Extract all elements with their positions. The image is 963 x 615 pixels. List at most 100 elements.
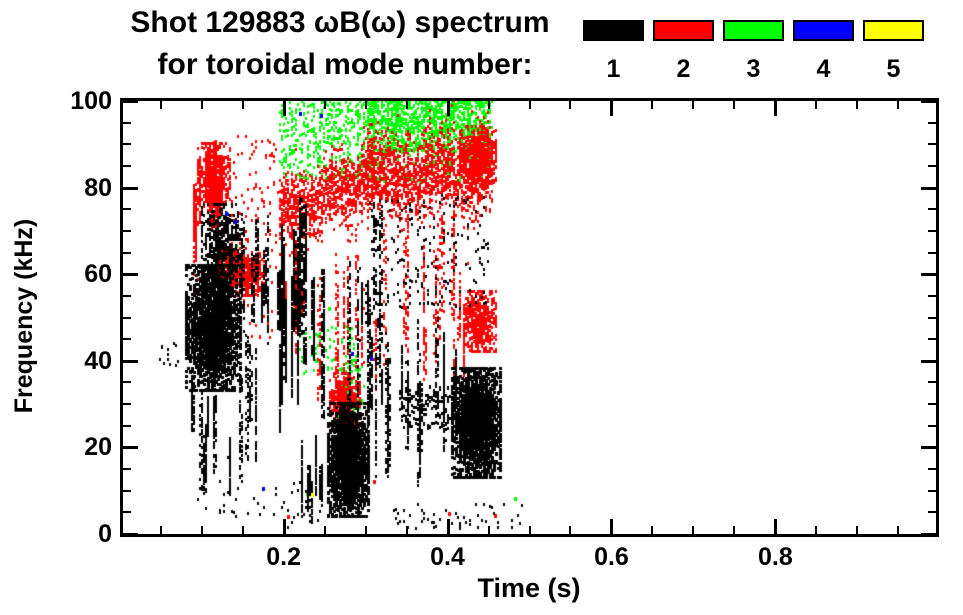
x-major-tick-top <box>610 101 613 116</box>
y-minor-tick-right <box>928 403 936 405</box>
x-minor-tick <box>815 526 817 534</box>
x-major-tick <box>283 519 286 534</box>
y-tick-label: 0 <box>98 520 112 548</box>
legend-swatch-mode-2 <box>653 20 714 41</box>
y-minor-tick <box>123 252 131 254</box>
legend-label-mode-5: 5 <box>886 55 901 83</box>
legend-label-mode-3: 3 <box>746 55 761 83</box>
x-minor-tick-top <box>569 101 571 109</box>
x-minor-tick <box>692 526 694 534</box>
y-minor-tick <box>123 230 131 232</box>
y-major-tick-right <box>921 360 936 363</box>
y-minor-tick-right <box>928 165 936 167</box>
x-minor-tick <box>733 526 735 534</box>
x-major-tick-top <box>447 101 450 116</box>
x-minor-tick-top <box>692 101 694 109</box>
y-minor-tick-right <box>928 490 936 492</box>
y-tick-label: 20 <box>84 433 112 462</box>
legend-label-mode-1: 1 <box>606 55 621 83</box>
y-minor-tick-right <box>928 295 936 297</box>
y-axis-label: Frequency (kHz) <box>10 218 38 414</box>
y-minor-tick-right <box>928 122 936 124</box>
y-minor-tick <box>123 122 131 124</box>
y-minor-tick <box>123 208 131 210</box>
y-minor-tick <box>123 490 131 492</box>
x-minor-tick <box>651 526 653 534</box>
x-minor-tick-top <box>201 101 203 109</box>
y-minor-tick <box>123 295 131 297</box>
y-minor-tick-right <box>928 317 936 319</box>
scatter-canvas <box>123 101 936 534</box>
y-minor-tick <box>123 165 131 167</box>
x-minor-tick-top <box>160 101 162 109</box>
y-minor-tick-right <box>928 338 936 340</box>
legend-swatch-mode-4 <box>793 20 854 41</box>
x-major-tick <box>774 519 777 534</box>
y-minor-tick-right <box>928 252 936 254</box>
y-minor-tick <box>123 143 131 145</box>
x-tick-label: 0.4 <box>430 543 465 571</box>
legend-swatch-mode-3 <box>723 20 784 41</box>
y-major-tick-right <box>921 533 936 536</box>
y-major-tick-right <box>921 273 936 276</box>
x-minor-tick-top <box>856 101 858 109</box>
y-minor-tick-right <box>928 208 936 210</box>
x-minor-tick-top <box>651 101 653 109</box>
x-minor-tick-top <box>815 101 817 109</box>
y-major-tick <box>123 533 138 536</box>
y-minor-tick-right <box>928 425 936 427</box>
mode-legend-labels: 1 2 3 4 5 <box>583 55 924 84</box>
y-major-tick-right <box>921 100 936 103</box>
x-major-tick-top <box>283 101 286 116</box>
x-major-tick-top <box>774 101 777 116</box>
x-minor-tick-top <box>242 101 244 109</box>
y-minor-tick-right <box>928 230 936 232</box>
x-tick-label: 0.6 <box>594 543 629 571</box>
x-minor-tick <box>856 526 858 534</box>
x-minor-tick <box>365 526 367 534</box>
y-minor-tick <box>123 511 131 513</box>
x-minor-tick-top <box>365 101 367 109</box>
x-minor-tick <box>569 526 571 534</box>
y-major-tick-right <box>921 446 936 449</box>
legend-swatch-mode-5 <box>863 20 924 41</box>
y-minor-tick-right <box>928 381 936 383</box>
y-major-tick <box>123 187 138 190</box>
x-minor-tick <box>242 526 244 534</box>
mode-legend <box>583 20 924 41</box>
y-minor-tick <box>123 403 131 405</box>
y-tick-label: 60 <box>84 260 112 289</box>
x-major-tick <box>447 519 450 534</box>
y-minor-tick <box>123 425 131 427</box>
x-minor-tick-top <box>529 101 531 109</box>
y-major-tick <box>123 446 138 449</box>
y-minor-tick <box>123 381 131 383</box>
x-minor-tick <box>324 526 326 534</box>
x-minor-tick <box>406 526 408 534</box>
x-minor-tick <box>529 526 531 534</box>
x-minor-tick <box>897 526 899 534</box>
x-minor-tick <box>201 526 203 534</box>
legend-swatch-mode-1 <box>583 20 644 41</box>
y-major-tick <box>123 360 138 363</box>
y-minor-tick <box>123 468 131 470</box>
y-major-tick <box>123 100 138 103</box>
y-minor-tick-right <box>928 468 936 470</box>
x-tick-label: 0.2 <box>266 543 301 571</box>
legend-label-mode-2: 2 <box>676 55 691 83</box>
y-minor-tick-right <box>928 143 936 145</box>
y-tick-label: 100 <box>70 87 112 115</box>
y-minor-tick <box>123 338 131 340</box>
y-major-tick-right <box>921 187 936 190</box>
x-tick-label: 0.8 <box>757 543 793 571</box>
chart-title: Shot 129883 ωB(ω) spectrum <box>130 6 550 39</box>
x-axis-label: Time (s) <box>477 573 581 603</box>
chart-subtitle: for toroidal mode number: <box>157 48 533 81</box>
x-minor-tick <box>488 526 490 534</box>
x-minor-tick-top <box>488 101 490 109</box>
y-minor-tick <box>123 317 131 319</box>
x-minor-tick-top <box>733 101 735 109</box>
y-tick-label: 40 <box>84 346 112 375</box>
y-major-tick <box>123 273 138 276</box>
